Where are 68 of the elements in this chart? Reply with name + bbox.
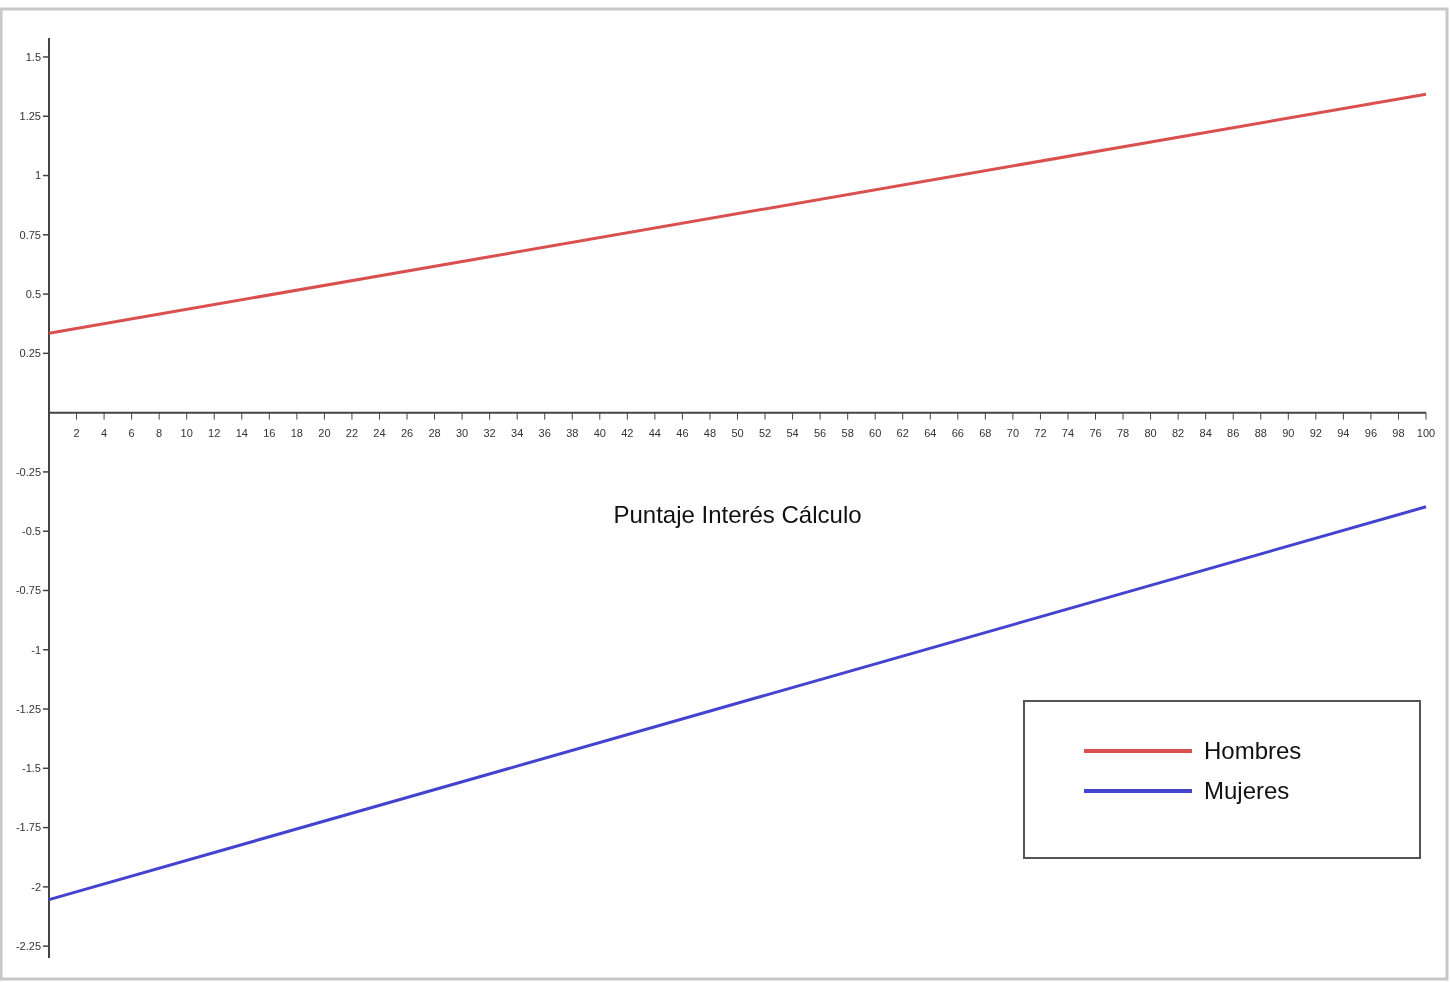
x-tick-label: 4 — [101, 426, 108, 439]
y-tick-label: 1 — [34, 169, 41, 182]
x-tick-label: 88 — [1254, 426, 1267, 439]
y-tick-label: -1.25 — [15, 702, 41, 715]
x-tick-label: 58 — [841, 426, 854, 439]
legend-label: Hombres — [1204, 737, 1302, 765]
y-tick-label: -0.75 — [15, 584, 41, 597]
x-tick-label: 8 — [156, 426, 163, 439]
x-tick-label: 52 — [758, 426, 772, 439]
x-tick-label: 72 — [1034, 426, 1047, 439]
x-tick-label: 22 — [345, 426, 359, 439]
x-tick-label: 50 — [731, 426, 744, 439]
x-tick-label: 2 — [73, 426, 80, 439]
y-tick-label: -2.25 — [15, 939, 41, 952]
legend-label: Mujeres — [1204, 777, 1290, 805]
x-tick-label: 20 — [318, 426, 331, 439]
y-tick-label: 1.25 — [19, 110, 41, 123]
x-tick-label: 30 — [455, 426, 469, 439]
y-tick-label: -2 — [31, 880, 41, 893]
x-tick-label: 56 — [813, 426, 827, 439]
y-tick-label: 1.5 — [25, 50, 41, 63]
x-tick-label: 26 — [400, 426, 414, 439]
x-tick-label: 48 — [703, 426, 717, 439]
x-tick-label: 96 — [1364, 426, 1378, 439]
x-tick-label: 70 — [1006, 426, 1020, 439]
x-tick-label: 40 — [593, 426, 606, 439]
x-tick-label: 68 — [979, 426, 992, 439]
y-tick-label: -1.5 — [22, 762, 41, 775]
x-tick-label: 76 — [1089, 426, 1102, 439]
x-tick-label: 14 — [235, 426, 248, 439]
y-tick-label: -0.25 — [15, 465, 41, 478]
x-tick-label: 12 — [208, 426, 221, 439]
x-tick-label: 60 — [869, 426, 882, 439]
x-tick-label: 84 — [1199, 426, 1212, 439]
x-tick-label: 54 — [786, 426, 799, 439]
y-tick-label: 0.75 — [19, 228, 41, 241]
x-tick-label: 100 — [1416, 426, 1436, 439]
x-tick-label: 64 — [924, 426, 937, 439]
x-tick-label: 10 — [180, 426, 193, 439]
x-tick-label: 32 — [483, 426, 496, 439]
x-tick-label: 62 — [896, 426, 909, 439]
x-tick-label: 28 — [428, 426, 441, 439]
x-tick-label: 94 — [1337, 426, 1350, 439]
x-tick-label: 74 — [1061, 426, 1075, 439]
x-tick-label: 38 — [566, 426, 579, 439]
y-tick-label: 0.25 — [19, 347, 41, 360]
y-tick-label: -0.5 — [22, 525, 41, 538]
x-tick-label: 46 — [676, 426, 689, 439]
x-tick-label: 6 — [128, 426, 135, 439]
x-tick-label: 92 — [1309, 426, 1322, 439]
y-tick-label: 0.5 — [25, 287, 41, 300]
x-tick-label: 44 — [648, 426, 662, 439]
x-tick-label: 36 — [538, 426, 551, 439]
x-tick-label: 98 — [1392, 426, 1405, 439]
x-tick-label: 34 — [511, 426, 524, 439]
x-tick-label: 24 — [373, 426, 386, 439]
x-tick-label: 66 — [951, 426, 964, 439]
x-axis-title: Puntaje Interés Cálculo — [613, 500, 862, 528]
x-tick-label: 90 — [1282, 426, 1295, 439]
x-tick-label: 78 — [1116, 426, 1130, 439]
y-tick-label: -1.75 — [15, 821, 41, 834]
x-tick-label: 82 — [1172, 426, 1185, 439]
x-tick-label: 80 — [1144, 426, 1157, 439]
y-tick-label: -1 — [31, 643, 41, 656]
x-tick-label: 16 — [263, 426, 276, 439]
x-tick-label: 18 — [290, 426, 303, 439]
x-tick-label: 86 — [1227, 426, 1240, 439]
x-tick-label: 42 — [621, 426, 634, 439]
